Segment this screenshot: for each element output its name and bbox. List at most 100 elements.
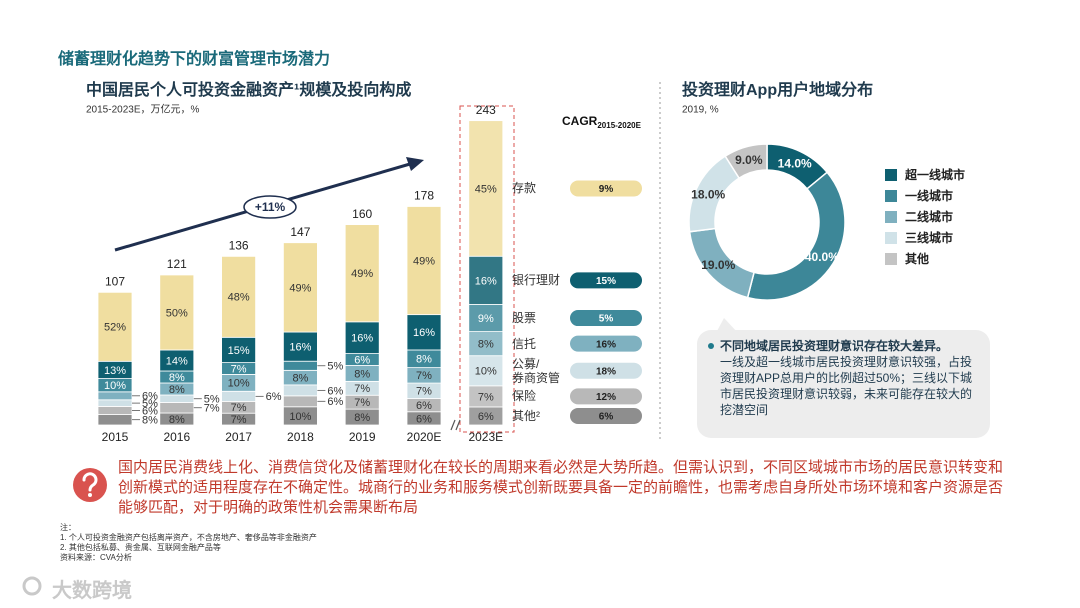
- x-tick-label: 2016: [163, 430, 190, 444]
- legend-label: 存款: [512, 181, 537, 196]
- cagr-pill: [570, 335, 642, 352]
- footnote: 注：: [60, 523, 76, 532]
- data-label: 6%: [327, 396, 343, 408]
- bar-segment: [97, 413, 133, 426]
- bar-segment: [282, 395, 318, 408]
- legend-label: 三线城市: [905, 230, 953, 245]
- cagr-value: 6%: [599, 412, 614, 423]
- data-label: 5%: [204, 394, 220, 406]
- data-label: 6%: [142, 405, 158, 417]
- legend-swatch: [885, 190, 897, 202]
- bar-segment: [468, 304, 504, 332]
- data-label: 10%: [475, 366, 497, 378]
- total-label: 121: [167, 257, 187, 271]
- bar-segment: [406, 314, 442, 351]
- legend-swatch: [885, 232, 897, 244]
- chart-subtitle: 2019, %: [682, 105, 719, 116]
- watermark: 大数跨境: [52, 580, 132, 602]
- x-tick-label: 2019: [349, 430, 376, 444]
- data-label: 7%: [231, 402, 247, 414]
- data-label: 6%: [354, 354, 370, 366]
- legend-swatch: [885, 253, 897, 265]
- total-label: 147: [290, 225, 310, 239]
- bar-segment: [97, 391, 133, 401]
- x-tick-label: 2023E: [468, 430, 503, 444]
- data-label: 48%: [228, 292, 250, 304]
- watermark-logo: [22, 576, 42, 596]
- cagr-value: 5%: [599, 314, 614, 325]
- bar-segment: [406, 206, 442, 316]
- cagr-period: 2015-2020E: [597, 121, 641, 130]
- data-label: 16%: [289, 342, 311, 354]
- data-label: 7%: [354, 397, 370, 409]
- data-label: 10%: [289, 411, 311, 423]
- data-label: 7%: [231, 414, 247, 426]
- data-label: 6%: [478, 411, 494, 423]
- data-label: 9%: [478, 313, 494, 325]
- data-label: 7%: [478, 391, 494, 403]
- callout-pointer: [716, 318, 738, 333]
- data-label: 49%: [289, 282, 311, 294]
- bar-segment: [468, 331, 504, 357]
- cagr-label: CAGR: [562, 114, 598, 128]
- legend-label: 银行理财: [512, 273, 561, 288]
- data-label: 8%: [169, 372, 185, 384]
- data-label: 16%: [475, 275, 497, 287]
- bar-segment: [468, 355, 504, 387]
- data-label: 6%: [416, 413, 432, 425]
- callout-body: 一线及超一线城市居民投资理财意识较强，占投资理财APP总用户的比例超过50%；三…: [720, 355, 973, 417]
- slide-title: 储蓄理财化趋势下的财富管理市场潜力: [57, 49, 330, 68]
- data-label: 8%: [416, 354, 432, 366]
- legend-swatch: [885, 169, 897, 181]
- legend-swatch: [885, 211, 897, 223]
- bar-segment: [97, 291, 133, 362]
- data-label: 19.0%: [701, 258, 735, 272]
- bar-segment: [97, 399, 133, 407]
- data-label: 15%: [228, 345, 250, 357]
- data-label: 18.0%: [691, 187, 725, 201]
- cagr-pill: [570, 272, 642, 289]
- question-glyph: [82, 472, 98, 492]
- total-label: 160: [352, 207, 372, 221]
- legend-label: 信托: [512, 336, 537, 351]
- cagr-pill: [570, 388, 642, 405]
- cagr-pill: [570, 362, 642, 379]
- x-tick-label: 2017: [225, 430, 252, 444]
- cagr-value: 15%: [596, 276, 616, 287]
- donut-segment: [724, 143, 768, 180]
- bar-segment: [221, 390, 257, 402]
- total-label: 136: [229, 239, 249, 253]
- legend-label: 其他²: [512, 408, 540, 423]
- axis-break: [450, 419, 461, 431]
- data-label: 6%: [142, 391, 158, 403]
- data-label: 10%: [104, 380, 126, 392]
- legend-label: 其他: [905, 251, 929, 266]
- chart-subtitle: 2015-2023E，万亿元，%: [86, 103, 199, 116]
- x-tick-label: 2018: [287, 430, 314, 444]
- total-label: 243: [476, 103, 496, 117]
- data-label: 40.0%: [805, 250, 839, 264]
- annotation: +11%: [255, 200, 286, 214]
- legend-label: 一线城市: [905, 188, 953, 203]
- bar-segment: [159, 394, 195, 403]
- data-label: 8%: [354, 368, 370, 380]
- footnotes: 注： 1. 个人可投资金融资产包括离岸资产，不含房地产、奢侈品等非金融资产 2. 其…: [60, 523, 317, 563]
- data-label: 5%: [142, 398, 158, 410]
- data-label: 7%: [204, 403, 220, 415]
- question-icon: [73, 468, 107, 502]
- data-label: 7%: [416, 386, 432, 398]
- data-label: 9.0%: [735, 153, 763, 167]
- bar-segment: [344, 224, 380, 323]
- cagr-header: CAGR2015-2020E: [562, 114, 642, 130]
- total-label: 178: [414, 189, 434, 203]
- donut-segment: [746, 171, 846, 301]
- data-label: 6%: [266, 391, 282, 403]
- bar-segment: [159, 274, 195, 351]
- legend-label: 超一线城市: [904, 167, 965, 182]
- bar-segment: [221, 255, 257, 338]
- data-label: 14.0%: [778, 156, 812, 170]
- x-tick-label: 2015: [102, 430, 129, 444]
